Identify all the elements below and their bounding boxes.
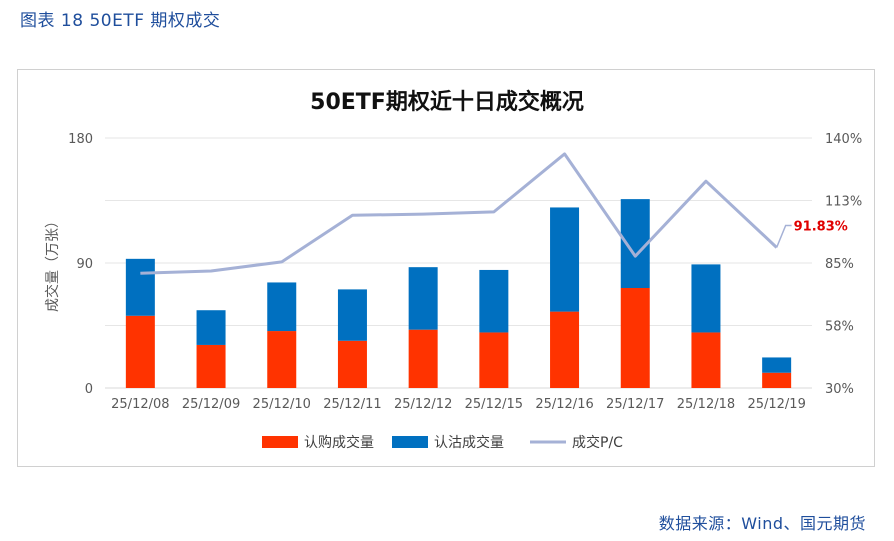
bar-call-volume (620, 288, 650, 388)
chart-frame (17, 69, 875, 467)
y2-tick-label: 85% (825, 257, 854, 272)
annotation-leader (775, 224, 792, 248)
bar-put-volume (691, 264, 721, 333)
bar-call-volume (337, 340, 367, 388)
y-tick-label: 180 (68, 132, 93, 147)
bar-call-volume (125, 315, 155, 388)
chart-title: 50ETF期权近十日成交概况 (310, 90, 584, 115)
legend-label: 认购成交量 (304, 434, 374, 451)
x-tick-label: 25/12/10 (253, 397, 311, 412)
y2-tick-label: 30% (825, 382, 854, 397)
legend-label: 认沽成交量 (434, 434, 504, 451)
bar-call-volume (550, 311, 580, 388)
y2-tick-label: 113% (825, 195, 862, 210)
bar-put-volume (267, 282, 297, 332)
bar-put-volume (762, 357, 792, 373)
bar-call-volume (267, 331, 297, 388)
pc-last-value-label: 91.83% (794, 219, 848, 234)
data-source: 数据来源：Wind、国元期货 (658, 514, 866, 533)
x-tick-label: 25/12/11 (323, 397, 381, 412)
x-tick-label: 25/12/17 (606, 397, 664, 412)
y-tick-label: 90 (76, 257, 93, 272)
bar-put-volume (479, 269, 509, 333)
y2-tick-label: 140% (825, 132, 862, 147)
x-tick-label: 25/12/09 (182, 397, 240, 412)
x-tick-label: 25/12/12 (394, 397, 452, 412)
bar-call-volume (196, 344, 226, 388)
legend-label: 成交P/C (572, 434, 623, 451)
bar-put-volume (196, 310, 226, 345)
figure-label: 图表 18 50ETF 期权成交 (20, 11, 221, 31)
y2-tick-label: 58% (825, 320, 854, 335)
legend-swatch (392, 436, 428, 448)
bar-put-volume (408, 267, 438, 330)
x-tick-label: 25/12/19 (747, 397, 805, 412)
bar-call-volume (408, 329, 438, 388)
bar-call-volume (479, 332, 509, 388)
bar-call-volume (691, 332, 721, 388)
y-tick-label: 0 (85, 382, 93, 397)
x-tick-label: 25/12/15 (465, 397, 523, 412)
legend-swatch (262, 436, 298, 448)
bar-put-volume (337, 289, 367, 341)
bar-call-volume (762, 372, 792, 388)
x-tick-label: 25/12/08 (111, 397, 169, 412)
bar-put-volume (550, 207, 580, 312)
x-tick-label: 25/12/16 (535, 397, 593, 412)
y-axis-label: 成交量（万张） (44, 214, 61, 312)
x-tick-label: 25/12/18 (677, 397, 735, 412)
pc-ratio-line (140, 152, 778, 275)
bar-put-volume (125, 258, 155, 316)
